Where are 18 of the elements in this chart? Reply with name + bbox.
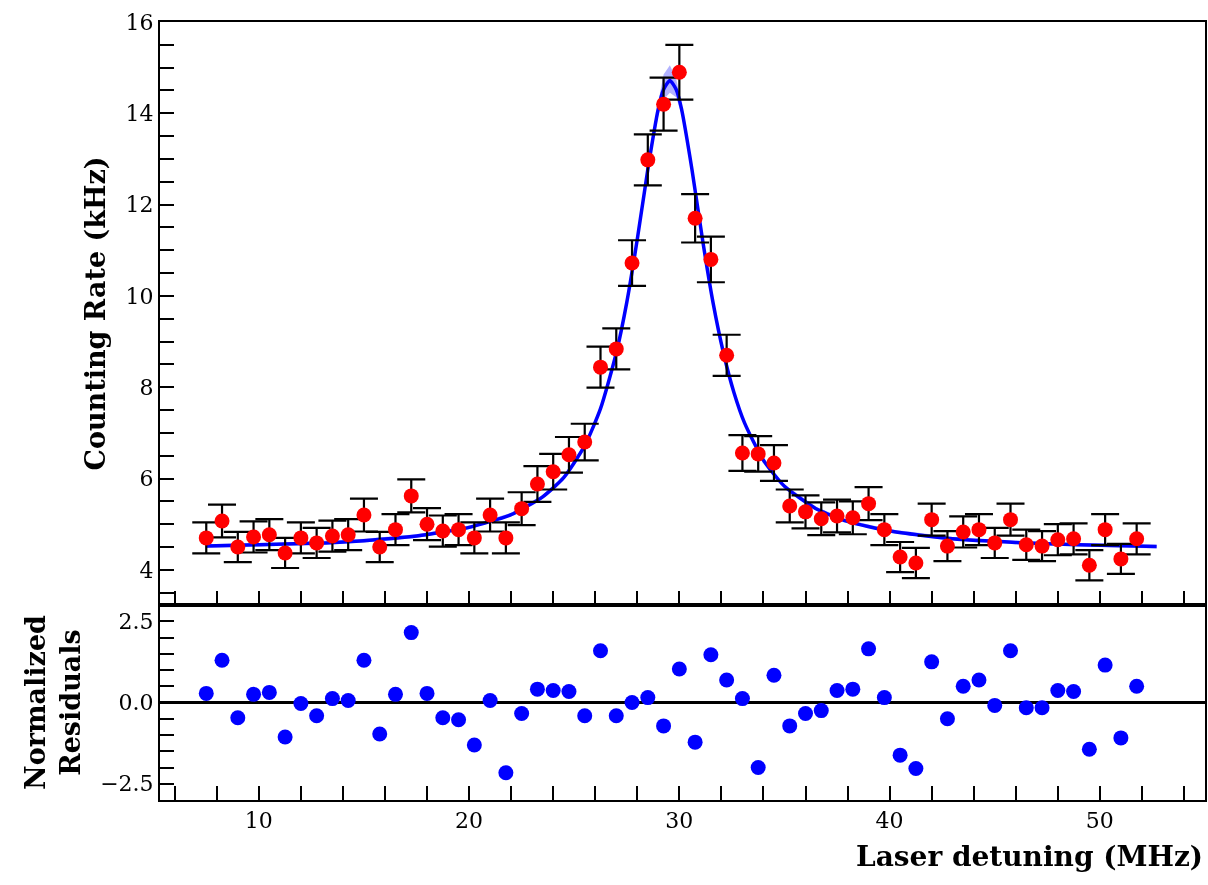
y-tick-label: 16 xyxy=(125,9,154,35)
y-tick-label: 4 xyxy=(139,557,154,583)
y-axis-title: Normalized Residuals xyxy=(19,614,86,790)
y-tick-label: 10 xyxy=(125,283,154,309)
y-tick-label: 6 xyxy=(139,466,154,492)
x-tick-label: 40 xyxy=(875,808,904,834)
y-tick-label: 14 xyxy=(125,101,154,127)
x-axis-title: Laser detuning (MHz) xyxy=(856,840,1204,873)
y-tick-label: 0.0 xyxy=(118,690,154,716)
x-tick-label: 20 xyxy=(455,808,484,834)
y-tick-label: 12 xyxy=(125,192,154,218)
y-tick-label: 2.5 xyxy=(118,608,154,634)
y-tick-label: −2.5 xyxy=(100,771,154,797)
x-tick-label: 50 xyxy=(1085,808,1114,834)
y-tick-label: 8 xyxy=(139,374,154,400)
x-tick-label: 30 xyxy=(665,808,694,834)
y-axis-title: Counting Rate (kHz) xyxy=(80,156,112,471)
x-tick-label: 10 xyxy=(244,808,273,834)
